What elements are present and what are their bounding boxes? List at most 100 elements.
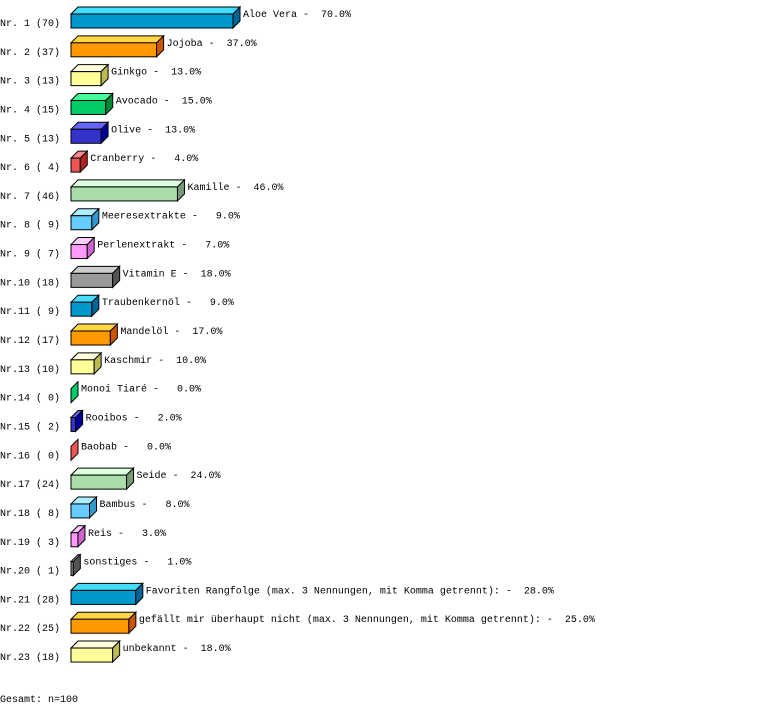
bar-side xyxy=(79,149,88,174)
bar-front xyxy=(70,416,77,432)
bar-side xyxy=(156,34,165,59)
bar-top xyxy=(69,323,119,332)
value-label: Avocado - 15.0% xyxy=(116,95,212,107)
rank-label: Nr. 6 ( 4) xyxy=(0,162,60,174)
bar-front xyxy=(70,186,178,202)
value-label: Aloe Vera - 70.0% xyxy=(243,9,351,21)
bar-front xyxy=(70,71,102,87)
value-label: Ginkgo - 13.0% xyxy=(111,67,201,79)
bar-front xyxy=(70,330,111,346)
bar-side xyxy=(89,495,98,520)
rank-label: Nr.17 (24) xyxy=(0,479,60,491)
value-label: unbekannt - 18.0% xyxy=(123,643,231,655)
bar-side xyxy=(112,265,121,289)
value-label: Monoi Tiaré - 0.0% xyxy=(81,384,201,396)
bar-side xyxy=(100,121,109,145)
total-footer: Gesamt: n=100 xyxy=(0,695,78,706)
bar-side xyxy=(176,178,185,203)
rank-label: Nr.22 (25) xyxy=(0,623,60,635)
rank-label: Nr.20 ( 1) xyxy=(0,566,60,578)
rank-label: Nr.10 (18) xyxy=(0,277,60,289)
bar-top xyxy=(69,467,135,476)
bar-side xyxy=(112,639,121,664)
value-label: Rooibos - 2.0% xyxy=(86,412,182,424)
rank-label: Nr. 5 (13) xyxy=(0,133,60,145)
bar-side xyxy=(75,409,84,433)
bar-side xyxy=(70,380,79,404)
bar-side xyxy=(72,553,81,577)
bar-side xyxy=(100,63,109,87)
value-label: Vitamin E - 18.0% xyxy=(123,268,231,280)
bar-top xyxy=(69,582,145,591)
rank-label: Nr. 8 ( 9) xyxy=(0,220,60,232)
bar-front xyxy=(70,532,79,548)
value-label: sonstiges - 1.0% xyxy=(83,557,191,569)
bar-top xyxy=(69,640,121,649)
bar-front xyxy=(70,272,114,288)
bar-front xyxy=(70,301,93,317)
value-label: Bambus - 8.0% xyxy=(100,499,190,511)
bar-front xyxy=(70,503,91,519)
bar-front xyxy=(70,474,128,490)
rank-label: Nr.18 ( 8) xyxy=(0,508,60,520)
bar-front xyxy=(70,128,102,144)
bar-front xyxy=(70,589,137,605)
bar-front xyxy=(70,13,234,29)
bar-side xyxy=(232,5,241,30)
rank-label: Nr. 1 (70) xyxy=(0,18,60,30)
bar-top xyxy=(69,6,242,15)
value-label: Reis - 3.0% xyxy=(88,528,166,540)
value-label: Traubenkernöl - 9.0% xyxy=(102,297,234,309)
value-label: Kaschmir - 10.0% xyxy=(104,355,206,367)
bar-top xyxy=(69,265,121,274)
value-label: Meeresextrakte - 9.0% xyxy=(102,211,240,223)
bar-side xyxy=(91,207,100,231)
rank-label: Nr. 4 (15) xyxy=(0,104,60,116)
value-label: Kamille - 46.0% xyxy=(187,182,283,194)
bar-side xyxy=(105,92,114,116)
bar-side xyxy=(128,611,137,635)
bar-top xyxy=(69,179,186,188)
rank-label: Nr. 2 (37) xyxy=(0,47,60,59)
bar-top xyxy=(69,611,138,620)
rank-label: Nr.21 (28) xyxy=(0,594,60,606)
bar-side xyxy=(91,293,100,318)
rank-label: Nr.12 (17) xyxy=(0,335,60,347)
rank-label: Nr.19 ( 3) xyxy=(0,537,60,549)
bar-front xyxy=(70,244,88,260)
bar-front xyxy=(70,647,114,663)
rank-label: Nr. 7 (46) xyxy=(0,191,60,203)
rank-label: Nr.11 ( 9) xyxy=(0,306,60,318)
value-label: Cranberry - 4.0% xyxy=(90,153,198,165)
value-label: Olive - 13.0% xyxy=(111,124,195,136)
rank-label: Nr.15 ( 2) xyxy=(0,421,60,433)
bar-front xyxy=(70,99,107,115)
bar-side xyxy=(135,582,144,606)
value-label: Mandelöl - 17.0% xyxy=(120,326,222,338)
bar-front xyxy=(70,157,81,173)
value-label: Favoriten Rangfolge (max. 3 Nennungen, m… xyxy=(146,585,554,597)
bar-side xyxy=(77,524,86,548)
rank-label: Nr.23 (18) xyxy=(0,652,60,664)
value-label: gefällt mir überhaupt nicht (max. 3 Nenn… xyxy=(139,614,595,626)
bar-top xyxy=(69,35,165,44)
bar-side xyxy=(93,351,102,376)
bar-front xyxy=(70,359,95,375)
value-label: Seide - 24.0% xyxy=(137,470,221,482)
value-label: Perlenextrakt - 7.0% xyxy=(97,240,229,252)
rank-label: Nr.13 (10) xyxy=(0,364,60,376)
bar-side xyxy=(109,322,118,347)
bar-side xyxy=(126,466,135,491)
value-label: Baobab - 0.0% xyxy=(81,441,171,453)
bar-side xyxy=(70,438,79,462)
rank-label: Nr. 9 ( 7) xyxy=(0,249,60,261)
bar-front xyxy=(70,215,93,231)
rank-label: Nr.14 ( 0) xyxy=(0,393,60,405)
rank-label: Nr. 3 (13) xyxy=(0,76,60,88)
bar-side xyxy=(86,236,95,260)
value-label: Jojoba - 37.0% xyxy=(167,38,257,50)
rank-label: Nr.16 ( 0) xyxy=(0,450,60,462)
bar-front xyxy=(70,42,158,58)
bar-front xyxy=(70,618,130,634)
